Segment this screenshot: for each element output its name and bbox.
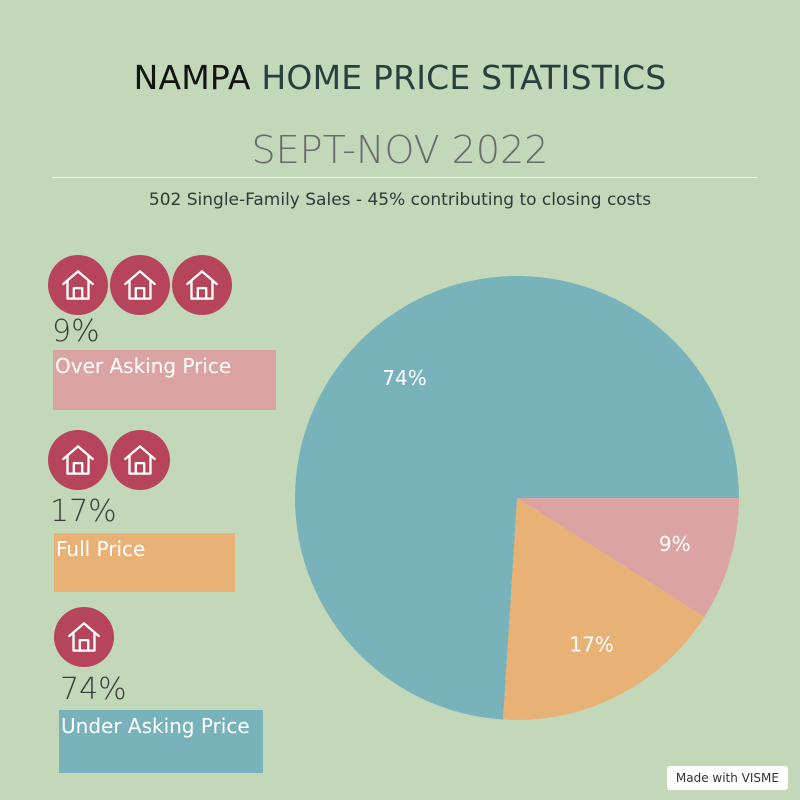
pct-under-asking: 74% — [60, 672, 127, 707]
house-icon — [172, 255, 232, 315]
bar-over-asking: Over Asking Price — [53, 350, 276, 410]
pct-over-asking: 9% — [52, 314, 100, 349]
house-icon — [48, 430, 108, 490]
house-icon — [54, 607, 114, 667]
title-city: NAMPA — [133, 58, 251, 97]
house-icons-under-asking — [54, 607, 114, 667]
title-rest: HOME PRICE STATISTICS — [261, 58, 667, 97]
house-icon — [110, 430, 170, 490]
summary-text: 502 Single-Family Sales - 45% contributi… — [148, 190, 652, 210]
pct-full-price: 17% — [50, 494, 117, 529]
house-icons-full-price — [48, 430, 170, 490]
page-title: NAMPA HOME PRICE STATISTICS — [0, 58, 800, 97]
bar-full-price: Full Price — [54, 533, 235, 592]
pie-slice-full-price — [503, 498, 705, 720]
house-icons-over-asking — [48, 255, 232, 315]
visme-badge[interactable]: Made with VISME — [666, 766, 788, 790]
pie-label-under-asking-price: 74% — [382, 366, 426, 390]
pie-slice-over-asking-price — [517, 498, 739, 617]
pie-label-full-price: 17% — [569, 632, 613, 656]
bar-under-asking: Under Asking Price — [59, 710, 263, 773]
house-icon — [110, 255, 170, 315]
pie-label-over-asking-price: 9% — [659, 532, 691, 556]
pie-slice-under-asking-price — [294, 275, 739, 720]
house-icon — [48, 255, 108, 315]
page-subtitle: SEPT-NOV 2022 — [251, 128, 549, 172]
divider — [52, 177, 757, 178]
